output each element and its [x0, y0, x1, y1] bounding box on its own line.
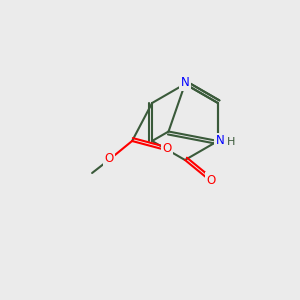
Text: N: N — [181, 76, 189, 89]
Text: N: N — [215, 134, 224, 148]
Text: H: H — [227, 137, 235, 147]
Text: O: O — [163, 142, 172, 155]
Text: O: O — [104, 152, 114, 164]
Text: O: O — [206, 173, 216, 187]
